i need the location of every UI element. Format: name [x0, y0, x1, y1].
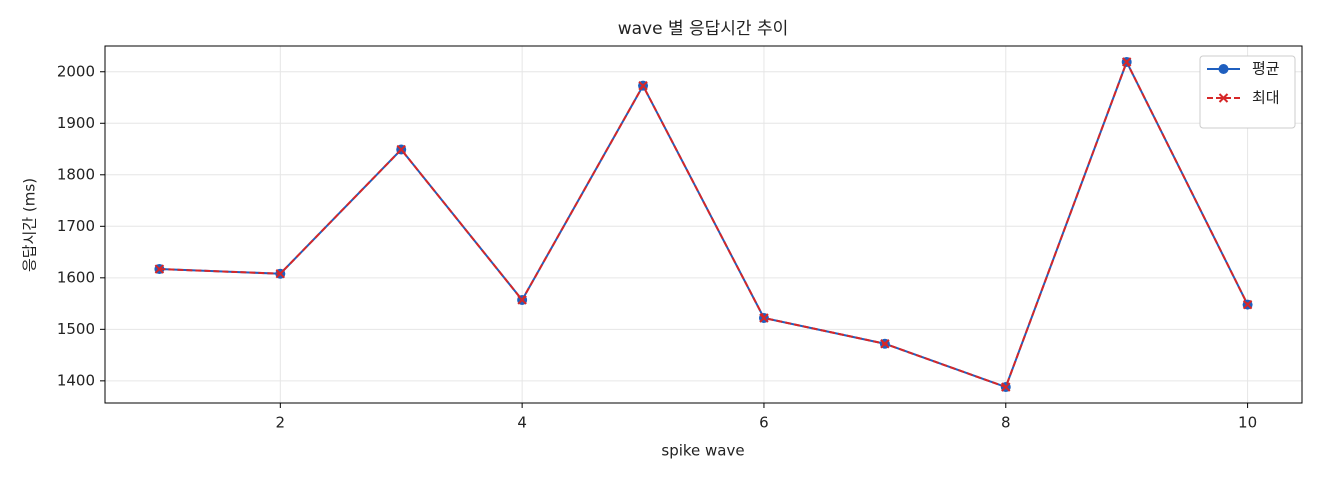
marker-stroke	[517, 295, 527, 305]
legend-box	[1199, 55, 1296, 129]
x-tick-label: 4	[517, 414, 527, 432]
series-line	[159, 59, 1249, 389]
marker	[1001, 382, 1011, 392]
y-tick-label: 2000	[57, 62, 95, 80]
y-tick-label: 1900	[57, 114, 95, 132]
marker-stroke	[638, 80, 648, 91]
marker-stroke	[1242, 299, 1253, 310]
marker	[880, 339, 890, 349]
marker	[517, 295, 527, 305]
marker-stroke	[275, 268, 286, 279]
marker	[154, 264, 165, 274]
y-axis-label: 응답시간 (ms)	[21, 178, 39, 272]
marker-stroke	[759, 313, 769, 323]
marker	[275, 268, 286, 279]
marker	[1242, 299, 1253, 310]
marker	[759, 313, 769, 323]
y-tick-label: 1600	[57, 268, 95, 286]
marker-stroke	[1218, 93, 1229, 103]
y-tick-label: 1500	[57, 320, 95, 338]
marker-stroke	[154, 264, 165, 274]
marker-stroke	[1121, 57, 1132, 67]
legend-label: 최대	[1252, 89, 1280, 107]
marker	[1121, 57, 1132, 67]
chart-title: wave 별 응답시간 추이	[618, 19, 789, 39]
x-tick-label: 6	[759, 414, 769, 432]
marker	[1218, 93, 1229, 103]
marker	[638, 80, 648, 91]
marker	[396, 144, 406, 155]
y-tick-label: 1800	[57, 165, 95, 183]
y-tick-label: 1700	[57, 217, 95, 235]
x-axis-label: spike wave	[661, 442, 744, 460]
marker-stroke	[396, 144, 406, 155]
x-tick-label: 2	[276, 414, 286, 432]
legend-label: 평균	[1252, 60, 1280, 78]
marker-stroke	[880, 339, 890, 349]
y-tick-label: 1400	[57, 371, 95, 389]
plot-frame	[104, 45, 1303, 404]
x-tick-label: 10	[1238, 414, 1257, 432]
marker	[1218, 64, 1229, 74]
marker-stroke	[1001, 382, 1011, 392]
x-tick-label: 8	[1001, 414, 1011, 432]
